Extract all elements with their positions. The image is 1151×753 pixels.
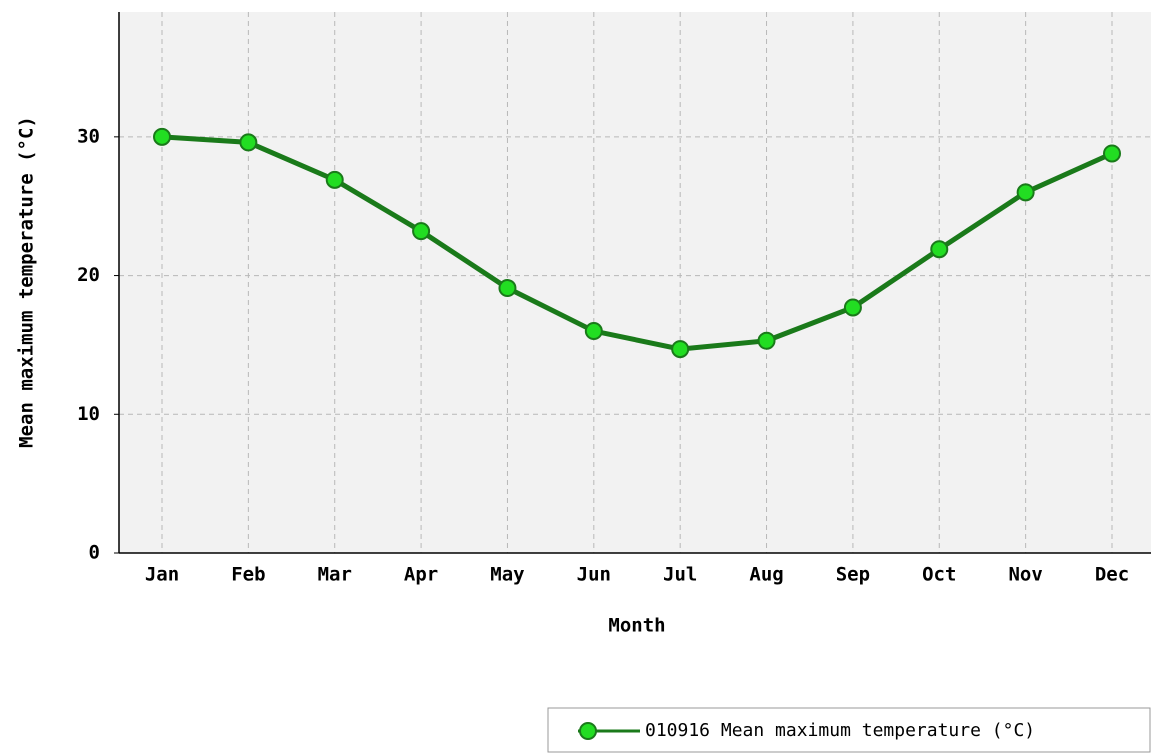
legend-label: 010916 Mean maximum temperature (°C) xyxy=(645,720,1035,741)
y-tick-label: 30 xyxy=(77,125,100,147)
series-line xyxy=(161,134,1114,352)
data-point xyxy=(498,279,517,298)
data-point xyxy=(153,127,171,146)
plot-area xyxy=(119,12,1151,553)
x-tick-label: Dec xyxy=(1095,564,1129,586)
data-point xyxy=(1016,183,1035,202)
data-point xyxy=(1103,144,1121,163)
x-tick-label: Nov xyxy=(1008,564,1042,586)
x-tick-label: Mar xyxy=(318,564,352,586)
y-tick-label: 0 xyxy=(89,542,100,564)
x-tick-label: May xyxy=(490,564,524,586)
data-point xyxy=(757,331,776,350)
data-point xyxy=(930,240,949,259)
data-point xyxy=(584,322,603,341)
x-tick-label: Aug xyxy=(749,564,783,586)
y-tick-label: 10 xyxy=(77,403,100,425)
data-point xyxy=(325,170,344,189)
x-axis-label: Month xyxy=(608,615,665,637)
data-point xyxy=(239,133,258,152)
data-point xyxy=(412,222,431,241)
y-tick-label: 20 xyxy=(77,264,100,286)
x-tick-label: Sep xyxy=(836,564,870,586)
x-tick-label: Feb xyxy=(231,564,265,586)
x-tick-label: Apr xyxy=(404,564,438,586)
legend-marker xyxy=(579,722,597,740)
y-axis-label: Mean maximum temperature (°C) xyxy=(16,116,38,448)
x-tick-label: Oct xyxy=(922,564,956,586)
legend-box xyxy=(547,707,1151,753)
x-tick-label: Jun xyxy=(577,564,611,586)
x-tick-label: Jan xyxy=(145,564,179,586)
x-tick-label: Jul xyxy=(663,564,697,586)
data-point xyxy=(671,340,690,359)
data-point xyxy=(843,298,862,317)
